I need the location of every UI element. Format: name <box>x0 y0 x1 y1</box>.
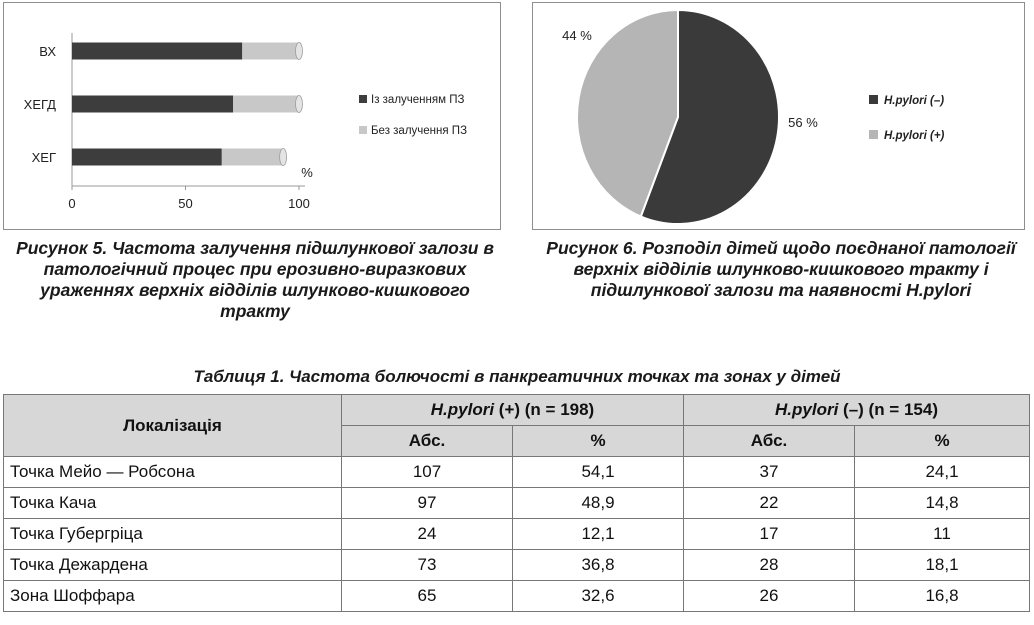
legend-label: Без залучення ПЗ <box>371 125 467 137</box>
header-pct: % <box>854 425 1030 457</box>
cell-value: 28 <box>683 549 855 581</box>
cell-value: 65 <box>341 580 513 612</box>
figure-5-chart: 0 50 100% ВХ ХЕГД ХЕГ Із залученням ПЗ Без залу… <box>24 33 467 211</box>
cell-value: 107 <box>341 456 513 488</box>
cell-value: 73 <box>341 549 513 581</box>
cell-location: Точка Дежардена <box>3 549 342 581</box>
figure-5-frame: 0 50 100% ВХ ХЕГД ХЕГ Із залученням ПЗ Без залу… <box>3 2 501 230</box>
slice-label: 44 % <box>562 28 592 43</box>
data-table: Локалізація H.pylori (+) (n = 198) H.pyl… <box>3 394 1030 612</box>
x-tick-label: 50 <box>178 196 192 211</box>
bar-segment <box>221 148 284 166</box>
header-pct: % <box>512 425 684 457</box>
cell-location: Точка Губергріца <box>3 518 342 550</box>
legend-label: H.pylori (–) <box>884 95 944 107</box>
legend-swatch <box>869 95 878 104</box>
table-title: Таблиця 1. Частота болючості в панкреати… <box>193 367 841 386</box>
table-row: Зона Шоффара 65 32,6 26 16,8 <box>3 580 1030 612</box>
legend-label: H.pylori (+) <box>884 130 945 142</box>
cell-value: 48,9 <box>512 487 684 519</box>
cell-value: 18,1 <box>854 549 1030 581</box>
table-row: Точка Губергріца 24 12,1 17 11 <box>3 518 1030 550</box>
bar-segment <box>72 148 222 166</box>
cell-value: 32,6 <box>512 580 684 612</box>
bar-segment <box>72 42 243 60</box>
category-label: ХЕГД <box>24 97 57 112</box>
bar-end-cap <box>295 42 303 60</box>
cell-value: 12,1 <box>512 518 684 550</box>
cell-value: 37 <box>683 456 855 488</box>
header-abs: Абс. <box>683 425 855 457</box>
cell-value: 22 <box>683 487 855 519</box>
cell-location: Зона Шоффара <box>3 580 342 612</box>
figure-6-chart: 56 % 44 % H.pylori (–) H.pylori (+) <box>562 8 945 225</box>
cell-value: 24 <box>341 518 513 550</box>
cell-value: 11 <box>854 518 1030 550</box>
cell-value: 97 <box>341 487 513 519</box>
cell-value: 26 <box>683 580 855 612</box>
table-header-row: Локалізація H.pylori (+) (n = 198) H.pyl… <box>3 394 1030 457</box>
figure-6-frame: 56 % 44 % H.pylori (–) H.pylori (+) <box>532 2 1025 230</box>
cell-value: 16,8 <box>854 580 1030 612</box>
x-tick-label: 100 <box>288 196 310 211</box>
table-row: Точка Дежардена 73 36,8 28 18,1 <box>3 549 1030 581</box>
cell-value: 14,8 <box>854 487 1030 519</box>
cell-value: 36,8 <box>512 549 684 581</box>
bar-segment <box>233 95 299 113</box>
pie-slice <box>576 8 679 218</box>
category-label: ВХ <box>39 44 56 59</box>
table-row: Точка Кача 97 48,9 22 14,8 <box>3 487 1030 519</box>
figure-5-caption: Рисунок 5. Частота залучення підшлунково… <box>16 238 494 321</box>
pie-slice <box>639 8 780 225</box>
legend-swatch <box>359 95 367 103</box>
x-tick-label: 0 <box>68 196 75 211</box>
bar-segment <box>72 95 234 113</box>
bar-end-cap <box>279 148 288 166</box>
header-location: Локалізація <box>3 394 342 457</box>
header-group-positive-name: H.pylori <box>430 400 495 419</box>
legend-swatch <box>359 126 367 134</box>
legend-label: Із залученням ПЗ <box>371 94 464 106</box>
x-unit-label: % <box>301 165 313 180</box>
header-group-positive-count: (+) (n = 198) <box>494 400 595 419</box>
cell-location: Точка Мейо — Робсона <box>3 456 342 488</box>
cell-value: 54,1 <box>512 456 684 488</box>
category-label: ХЕГ <box>32 150 56 165</box>
bar-segment <box>242 42 299 60</box>
cell-value: 17 <box>683 518 855 550</box>
legend-swatch <box>869 130 878 139</box>
header-group-negative-name: H.pylori <box>775 400 839 419</box>
header-group-positive: H.pylori (+) (n = 198) <box>341 394 684 426</box>
figure-6-caption: Рисунок 6. Розподіл дітей щодо поєднаної… <box>546 238 1016 300</box>
bar-end-cap <box>295 95 303 113</box>
header-group-negative: H.pylori (–) (n = 154) <box>683 394 1030 426</box>
header-abs: Абс. <box>341 425 513 457</box>
slice-label: 56 % <box>788 115 818 130</box>
table-row: Точка Мейо — Робсона 107 54,1 37 24,1 <box>3 456 1030 488</box>
cell-location: Точка Кача <box>3 487 342 519</box>
cell-value: 24,1 <box>854 456 1030 488</box>
header-group-negative-count: (–) (n = 154) <box>838 400 938 419</box>
